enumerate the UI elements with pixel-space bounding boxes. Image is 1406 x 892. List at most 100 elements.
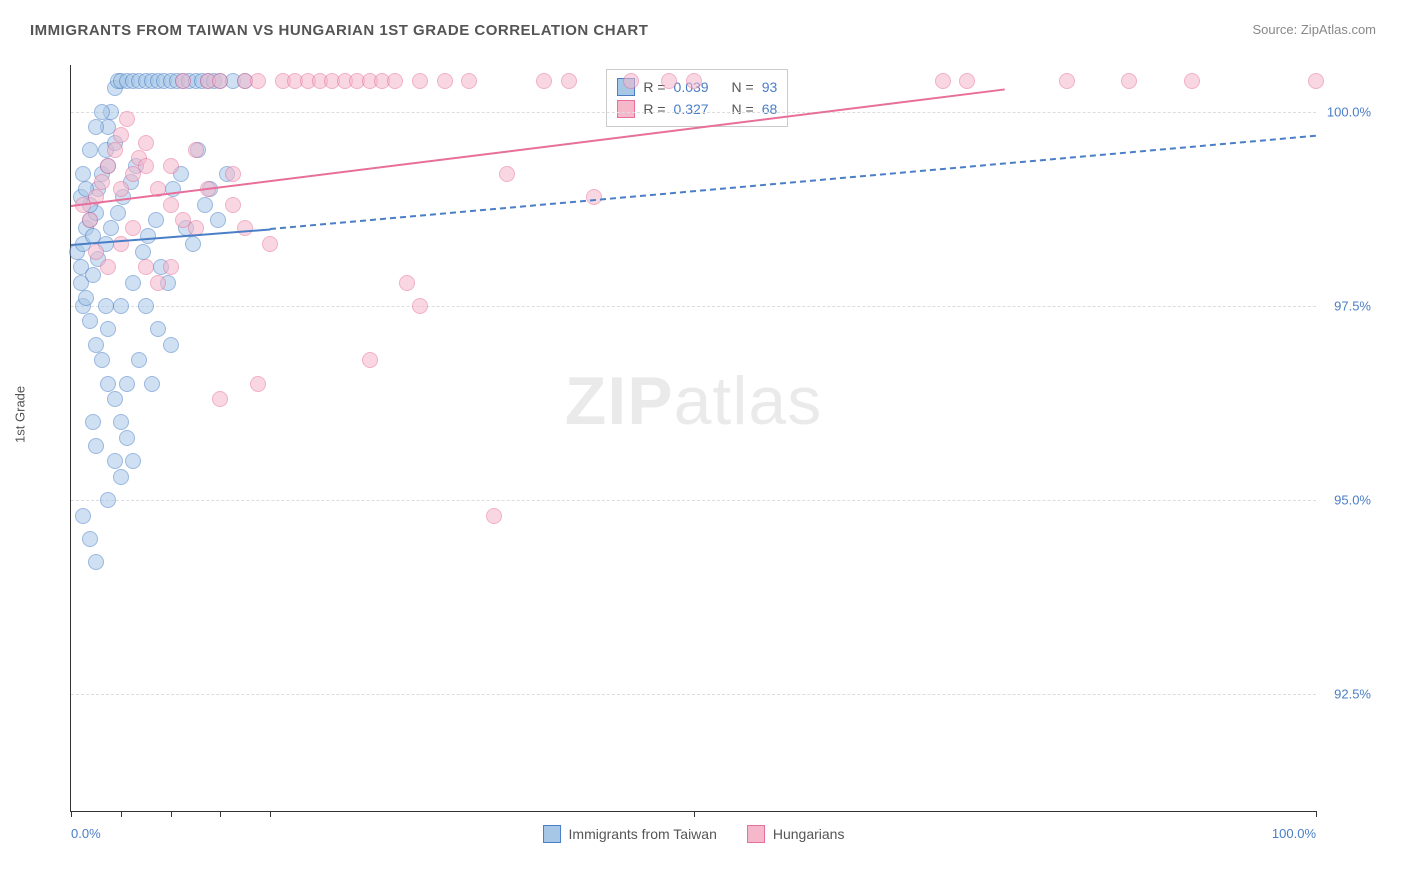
x-tick xyxy=(1316,811,1317,817)
scatter-point xyxy=(212,73,228,89)
y-tick-label: 100.0% xyxy=(1327,104,1371,119)
y-tick-label: 97.5% xyxy=(1334,298,1371,313)
scatter-point xyxy=(175,73,191,89)
trend-line xyxy=(71,88,1005,207)
legend-n-value: 93 xyxy=(762,79,778,95)
scatter-point xyxy=(185,236,201,252)
scatter-point xyxy=(197,197,213,213)
scatter-point xyxy=(125,275,141,291)
scatter-point xyxy=(94,174,110,190)
scatter-point xyxy=(225,197,241,213)
scatter-point xyxy=(144,376,160,392)
scatter-point xyxy=(113,414,129,430)
scatter-point xyxy=(586,189,602,205)
scatter-point xyxy=(100,376,116,392)
scatter-point xyxy=(138,259,154,275)
scatter-point xyxy=(75,508,91,524)
scatter-point xyxy=(959,73,975,89)
scatter-point xyxy=(362,352,378,368)
trend-line-dashed xyxy=(270,135,1316,230)
scatter-point xyxy=(561,73,577,89)
scatter-point xyxy=(387,73,403,89)
x-axis-label-min: 0.0% xyxy=(71,826,101,841)
scatter-point xyxy=(119,111,135,127)
scatter-point xyxy=(150,321,166,337)
scatter-point xyxy=(98,298,114,314)
scatter-point xyxy=(140,228,156,244)
x-tick xyxy=(171,811,172,817)
scatter-point xyxy=(113,236,129,252)
scatter-point xyxy=(88,337,104,353)
scatter-point xyxy=(110,205,126,221)
scatter-point xyxy=(437,73,453,89)
scatter-point xyxy=(412,298,428,314)
scatter-point xyxy=(85,414,101,430)
scatter-point xyxy=(88,119,104,135)
scatter-point xyxy=(113,298,129,314)
watermark-bold: ZIP xyxy=(565,363,674,439)
scatter-point xyxy=(100,158,116,174)
plot-area: ZIPatlas R =0.039N =93R =0.327N =68 0.0%… xyxy=(70,65,1316,812)
x-tick xyxy=(270,811,271,817)
chart-container: 1st Grade ZIPatlas R =0.039N =93R =0.327… xyxy=(30,55,1376,872)
x-tick xyxy=(121,811,122,817)
scatter-point xyxy=(212,391,228,407)
legend-swatch xyxy=(617,100,635,118)
series-legend-label: Immigrants from Taiwan xyxy=(569,826,717,842)
scatter-point xyxy=(935,73,951,89)
source-attribution: Source: ZipAtlas.com xyxy=(1252,22,1376,37)
legend-n-label: N = xyxy=(732,79,754,95)
y-tick-label: 92.5% xyxy=(1334,687,1371,702)
scatter-point xyxy=(461,73,477,89)
grid-line xyxy=(71,694,1316,695)
x-tick xyxy=(71,811,72,817)
scatter-point xyxy=(163,259,179,275)
series-legend-item: Immigrants from Taiwan xyxy=(543,825,717,843)
scatter-point xyxy=(237,220,253,236)
legend-n-label: N = xyxy=(732,101,754,117)
scatter-point xyxy=(113,127,129,143)
scatter-point xyxy=(225,166,241,182)
x-tick xyxy=(220,811,221,817)
scatter-point xyxy=(210,212,226,228)
scatter-point xyxy=(163,158,179,174)
watermark-light: atlas xyxy=(674,363,823,439)
scatter-point xyxy=(113,181,129,197)
scatter-point xyxy=(250,73,266,89)
scatter-point xyxy=(163,197,179,213)
stats-legend-row: R =0.327N =68 xyxy=(617,98,777,120)
scatter-point xyxy=(119,376,135,392)
scatter-point xyxy=(125,220,141,236)
legend-swatch xyxy=(747,825,765,843)
x-axis-label-max: 100.0% xyxy=(1272,826,1316,841)
scatter-point xyxy=(78,290,94,306)
series-legend: Immigrants from Taiwan Hungarians xyxy=(543,825,845,843)
scatter-point xyxy=(85,267,101,283)
scatter-point xyxy=(138,158,154,174)
scatter-point xyxy=(88,438,104,454)
scatter-point xyxy=(163,337,179,353)
scatter-point xyxy=(82,531,98,547)
scatter-point xyxy=(536,73,552,89)
scatter-point xyxy=(107,391,123,407)
scatter-point xyxy=(135,244,151,260)
grid-line xyxy=(71,306,1316,307)
scatter-point xyxy=(100,259,116,275)
legend-swatch xyxy=(543,825,561,843)
scatter-point xyxy=(113,469,129,485)
scatter-point xyxy=(175,212,191,228)
scatter-point xyxy=(94,352,110,368)
scatter-point xyxy=(188,142,204,158)
scatter-point xyxy=(119,430,135,446)
scatter-point xyxy=(1121,73,1137,89)
scatter-point xyxy=(138,298,154,314)
scatter-point xyxy=(94,104,110,120)
y-axis-label: 1st Grade xyxy=(13,385,28,442)
scatter-point xyxy=(148,212,164,228)
scatter-point xyxy=(131,352,147,368)
y-tick-label: 95.0% xyxy=(1334,493,1371,508)
scatter-point xyxy=(75,166,91,182)
scatter-point xyxy=(88,244,104,260)
series-legend-label: Hungarians xyxy=(773,826,845,842)
scatter-point xyxy=(82,142,98,158)
